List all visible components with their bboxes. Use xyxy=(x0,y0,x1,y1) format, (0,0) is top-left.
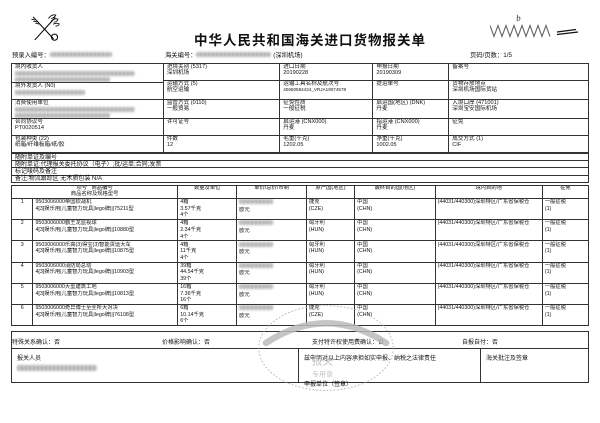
svg-text:专用章: 专用章 xyxy=(312,369,333,379)
svg-text:报关: 报关 xyxy=(312,353,334,368)
